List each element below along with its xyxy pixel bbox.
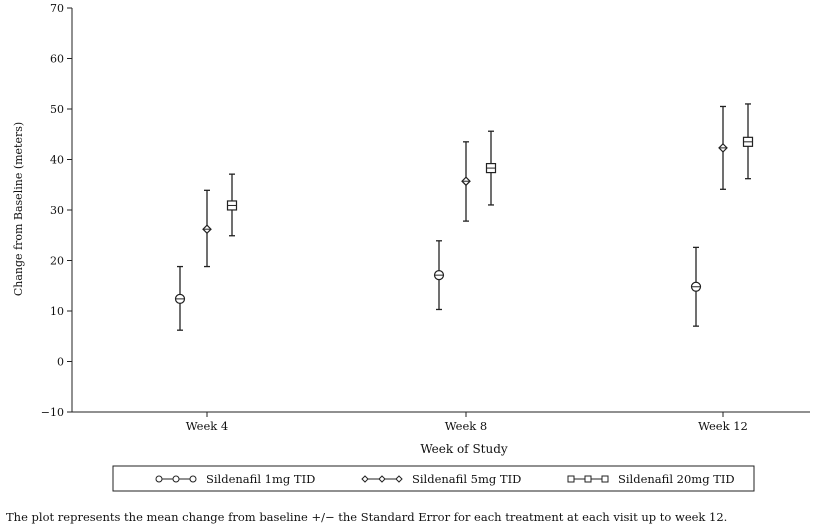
legend-marker	[378, 475, 386, 483]
x-axis: Week 4 Week 8 Week 12	[72, 411, 810, 433]
legend: Sildenafil 1mg TID Sildenafil 5mg TID Sild…	[112, 465, 755, 492]
y-tick-label: 10	[50, 305, 64, 318]
x-axis-label: Week of Study	[420, 442, 508, 456]
legend-label: Sildenafil 1mg TID	[206, 472, 315, 486]
y-axis-label: Change from Baseline (meters)	[12, 122, 25, 296]
series-2	[202, 105, 728, 268]
y-tick-label: −10	[41, 406, 64, 419]
y-tick-label: 70	[50, 2, 64, 15]
legend-marker	[155, 475, 163, 483]
legend-marker	[361, 475, 369, 483]
y-tick-label: 30	[50, 204, 64, 217]
x-tick-label: Week 8	[445, 419, 487, 433]
y-tick-label: 0	[57, 356, 64, 369]
legend-marker	[189, 475, 197, 483]
legend-label: Sildenafil 20mg TID	[618, 472, 735, 486]
chart-caption: The plot represents the mean change from…	[6, 510, 728, 524]
y-axis: −10 0 10 20 30 40 50 60 70	[41, 2, 73, 419]
y-tick-label: 60	[50, 53, 64, 66]
series-1	[174, 240, 702, 331]
legend-label: Sildenafil 5mg TID	[412, 472, 521, 486]
legend-marker	[584, 475, 592, 483]
legend-marker	[395, 475, 403, 483]
legend-marker	[172, 475, 180, 483]
legend-marker	[601, 475, 609, 483]
legend-box	[112, 465, 755, 492]
y-tick-label: 50	[50, 103, 64, 116]
x-tick-label: Week 4	[186, 419, 228, 433]
legend-marker	[567, 475, 575, 483]
error-bar-chart: −10 0 10 20 30 40 50 60 70 Week 4 Week 8 Week 12 C…	[12, 2, 810, 492]
y-tick-label: 40	[50, 154, 64, 167]
x-tick-label: Week 12	[698, 419, 748, 433]
series-3	[226, 103, 754, 237]
y-tick-label: 20	[50, 255, 64, 268]
data-marks	[174, 103, 754, 331]
